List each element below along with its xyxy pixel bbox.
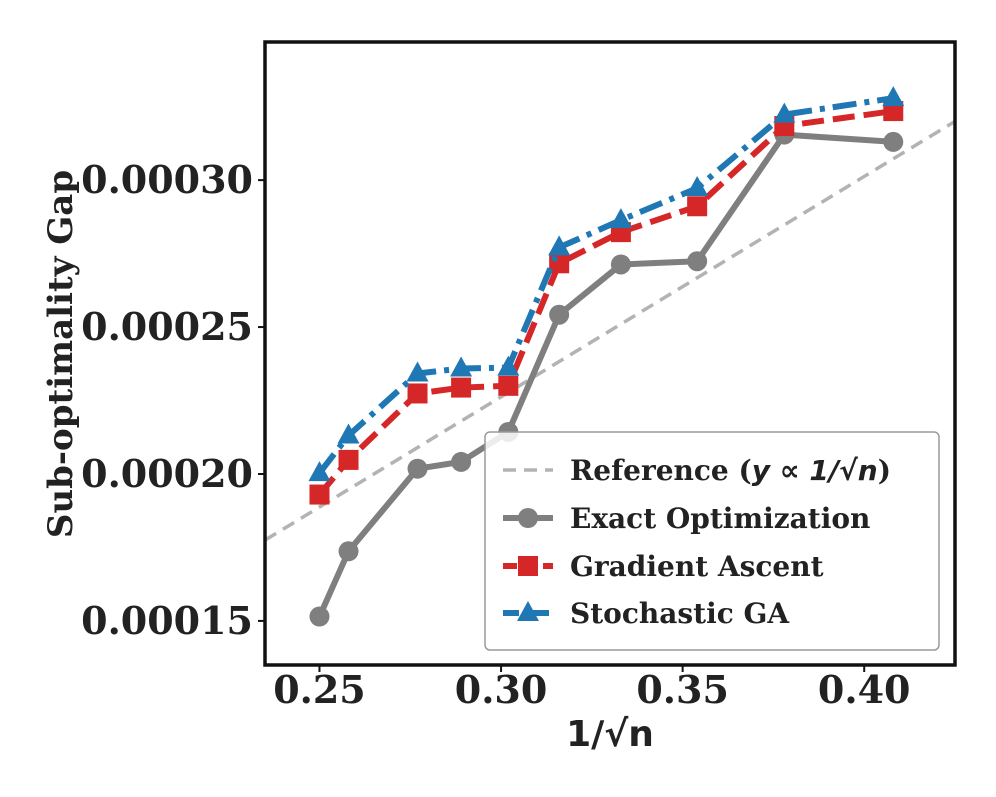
data-point [407, 383, 428, 404]
y-tick-label: 0.00025 [81, 304, 253, 349]
data-point [451, 377, 472, 398]
x-axis-ticks: 0.25 0.30 0.35 0.40 [273, 665, 910, 712]
data-point [610, 254, 631, 275]
series-line [317, 108, 894, 497]
data-point [407, 458, 428, 479]
data-point [687, 196, 708, 217]
legend-swatch-marker [518, 556, 538, 576]
legend-label-math: y ∝ 1/√n [752, 454, 878, 487]
data-point [308, 461, 331, 482]
legend-label: Exact Optimization [570, 502, 870, 535]
reference-line [265, 119, 955, 542]
data-point [548, 235, 571, 256]
legend-label-suffix: ) [878, 454, 891, 487]
series-exact-optimization [309, 124, 904, 627]
data-point [498, 375, 519, 396]
legend-entry-exact-optimization: Exact Optimization [503, 502, 870, 535]
data-point [549, 304, 570, 325]
legend-entry-stochastic-ga: Stochastic GA [503, 597, 790, 630]
data-point [451, 451, 472, 472]
x-tick-label: 0.25 [273, 667, 366, 712]
data-point [883, 131, 904, 152]
data-point [497, 355, 520, 376]
y-tick-label: 0.00015 [81, 598, 253, 643]
data-point [309, 484, 330, 505]
data-point [338, 541, 359, 562]
y-tick-label: 0.00020 [81, 451, 253, 496]
legend-entry-reference: Reference (y ∝ 1/√n) [503, 454, 891, 487]
legend-entry-gradient-ascent: Gradient Ascent [503, 550, 824, 583]
series-gradient-ascent [309, 101, 904, 505]
y-axis-ticks: 0.00015 0.00020 0.00025 0.00030 [81, 157, 265, 643]
series-line [317, 95, 894, 475]
legend: Reference (y ∝ 1/√n)Exact OptimizationGr… [484, 431, 940, 651]
series-line [316, 131, 894, 618]
x-tick-label: 0.40 [818, 667, 911, 712]
data-point [337, 423, 360, 444]
x-axis-label: 1/√n [566, 714, 654, 755]
series-stochastic-ga [308, 86, 905, 482]
legend-label-prefix: Reference ( [570, 454, 752, 487]
legend-label: Gradient Ascent [570, 550, 824, 583]
data-point [450, 356, 473, 377]
y-tick-label: 0.00030 [81, 157, 253, 202]
plot-frame [263, 40, 957, 667]
data-layer [265, 86, 955, 627]
data-point [687, 251, 708, 272]
data-point [309, 606, 330, 627]
legend-swatch-marker [517, 601, 539, 621]
legend-box [484, 431, 940, 651]
data-point [338, 449, 359, 470]
data-point [686, 176, 709, 197]
legend-label: Stochastic GA [570, 597, 790, 630]
legend-label: Reference (y ∝ 1/√n) [570, 454, 891, 487]
data-point [773, 102, 796, 123]
x-tick-label: 0.30 [455, 667, 548, 712]
data-point [609, 208, 632, 229]
x-tick-label: 0.35 [636, 667, 729, 712]
data-point [882, 86, 905, 107]
y-axis-label: Sub-optimality Gap [41, 170, 81, 538]
legend-swatch-marker [518, 508, 538, 528]
data-point [406, 361, 429, 382]
